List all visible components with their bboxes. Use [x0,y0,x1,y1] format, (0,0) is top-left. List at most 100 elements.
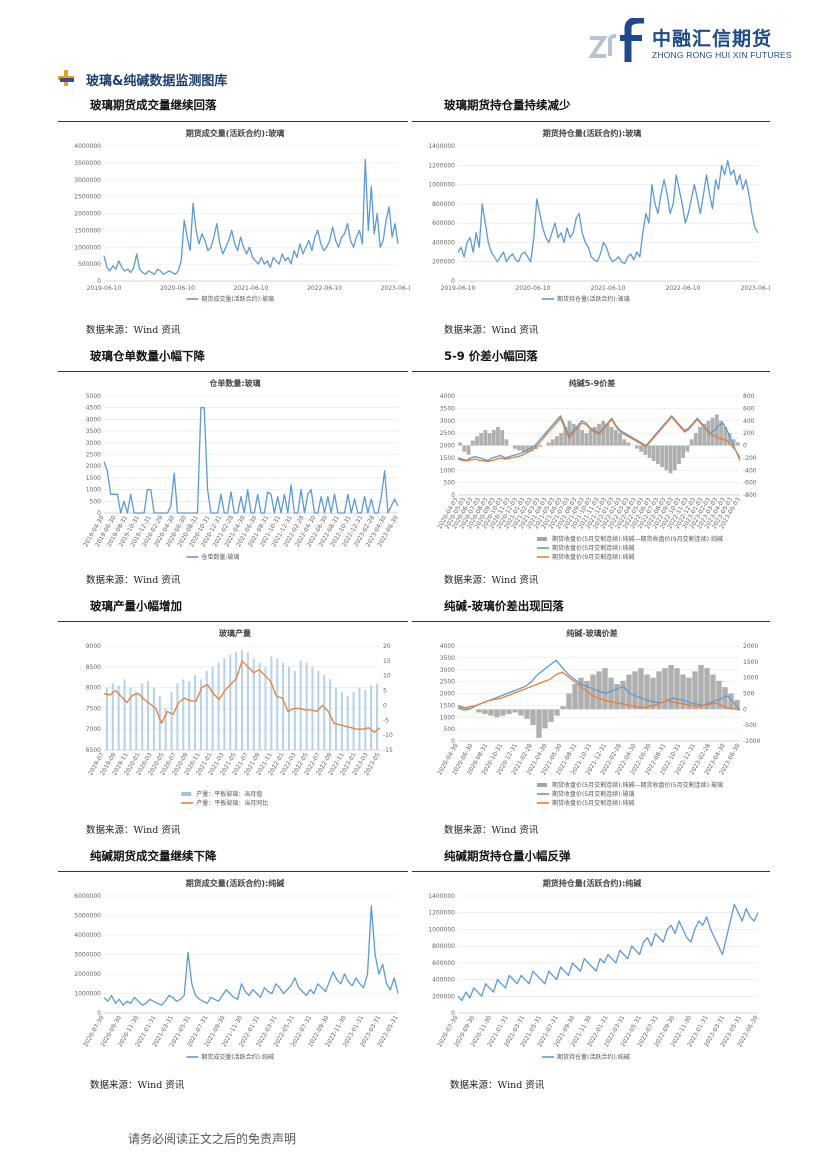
y2-tick-label: -1000 [743,738,761,745]
y-tick-label: 2000 [440,691,455,698]
y-tick-label: 0 [451,492,455,499]
panel-rule-5 [58,621,408,622]
y2-tick-label: -800 [743,492,757,499]
bar [462,445,467,452]
bar [496,426,500,446]
bar [358,687,361,750]
panel-title-3: 玻璃仓单数量小幅下降 [90,349,205,363]
bar [560,706,566,710]
bar [170,691,173,750]
panel-rule-1 [58,121,408,122]
legend-label: 期货持仓量(活跃合约):纯碱 [557,1053,630,1061]
bar [674,668,680,710]
bar [476,709,482,713]
bar [217,662,220,750]
x-tick-label: 2022-06-10 [307,285,342,292]
y-tick-label: 1400000 [428,143,455,150]
bar [458,706,464,710]
bar [287,666,291,750]
y-tick-label: 2000000 [74,971,101,978]
bar [588,430,593,446]
y-tick-label: 400000 [432,239,455,246]
bar [542,709,548,729]
bar [731,439,736,446]
bar [686,677,692,710]
y-tick-label: 1000 [86,487,101,494]
y-tick-label: 500 [90,498,102,505]
bar [494,709,500,718]
bar [660,445,665,468]
bar [723,426,728,446]
bar [714,414,719,446]
chart-title: 玻璃产量 [219,628,251,638]
panel-rule-3 [58,371,408,372]
y-tick-label: 200000 [432,259,455,266]
panel-title-6: 纯碱-玻璃价差出现回落 [444,599,564,613]
chart-3: 仓单数量:玻璃 5000 4500 4000 3500 3000 2500 2000 1500 1… [60,374,410,570]
chart-title: 仓单数量:玻璃 [208,378,260,388]
panel-title-2: 玻璃期货持仓量持续减少 [444,98,571,112]
y-tick-label: 3500 [86,428,101,435]
series-line [103,905,399,1006]
bar [613,430,618,446]
bar [276,658,279,750]
bar [524,709,530,719]
bar [680,674,686,710]
y-tick-label: 6500 [86,747,101,754]
chart-svg-6: 纯碱-玻璃价差 4000 3500 3000 2500 2000 1500 1000 500 0 2… [436,628,761,807]
bar [685,445,690,452]
bar [650,677,656,710]
bar [491,430,496,446]
bar [258,662,261,750]
panel-title-5: 玻璃产量小幅增加 [90,599,182,613]
bar [618,433,622,446]
y2-tick-label: 1500 [743,659,758,666]
y-tick-label: 800000 [432,943,455,950]
y2-tick-label: 0 [383,702,387,709]
bar [548,709,554,722]
bar [504,439,509,446]
bar [129,687,132,750]
y-tick-label: 4000 [440,393,455,400]
bar [370,685,373,750]
y-tick-label: 1000 [440,714,455,721]
x-tick-label: 2019-06-10 [441,285,476,292]
bar [521,445,526,452]
bar [517,445,521,451]
legend-label: 期货成交量(活跃合约):纯碱 [201,1053,274,1061]
bar [571,423,576,446]
y-tick-label: 8000 [86,685,101,692]
x-tick-label: 2022-06-10 [666,285,701,292]
legend-label: 产量：平板玻璃：当月同比 [196,799,268,807]
y-tick-label: 800000 [432,201,455,208]
bar [488,709,494,716]
series-line [103,407,399,514]
bar [141,683,144,750]
y-tick-label: 1000000 [74,991,101,998]
legend-swatch [536,537,547,541]
chart-svg-5: 玻璃产量 9000 8500 8000 7500 7000 6500 20 15 10 5 0 -5 -1… [86,628,393,807]
chart-title: 纯碱-玻璃价差 [566,628,617,638]
bar [656,671,662,710]
y2-tick-label: -500 [743,722,757,729]
bar [626,442,631,446]
bar [529,445,534,452]
bar [620,680,626,710]
bar [634,445,639,449]
series-line [457,415,741,462]
y-tick-label: 7000 [86,726,101,733]
bar [647,445,652,458]
chart-svg-3: 仓单数量:玻璃500045004000350030002500200015001… [82,378,400,561]
bar [563,426,568,446]
y-tick-label: 7500 [86,705,101,712]
y-tick-label: 0 [97,278,101,285]
y-tick-label: 1000000 [428,182,455,189]
bar [147,681,150,750]
legend-swatch [181,792,192,796]
x-tick-label: 2021-06-10 [234,285,269,292]
legend-label: 期货收盘价(5月交割连续):纯碱 [552,799,635,807]
bar [638,668,644,710]
bar [584,433,589,446]
bar [609,426,614,446]
bar [466,445,471,455]
